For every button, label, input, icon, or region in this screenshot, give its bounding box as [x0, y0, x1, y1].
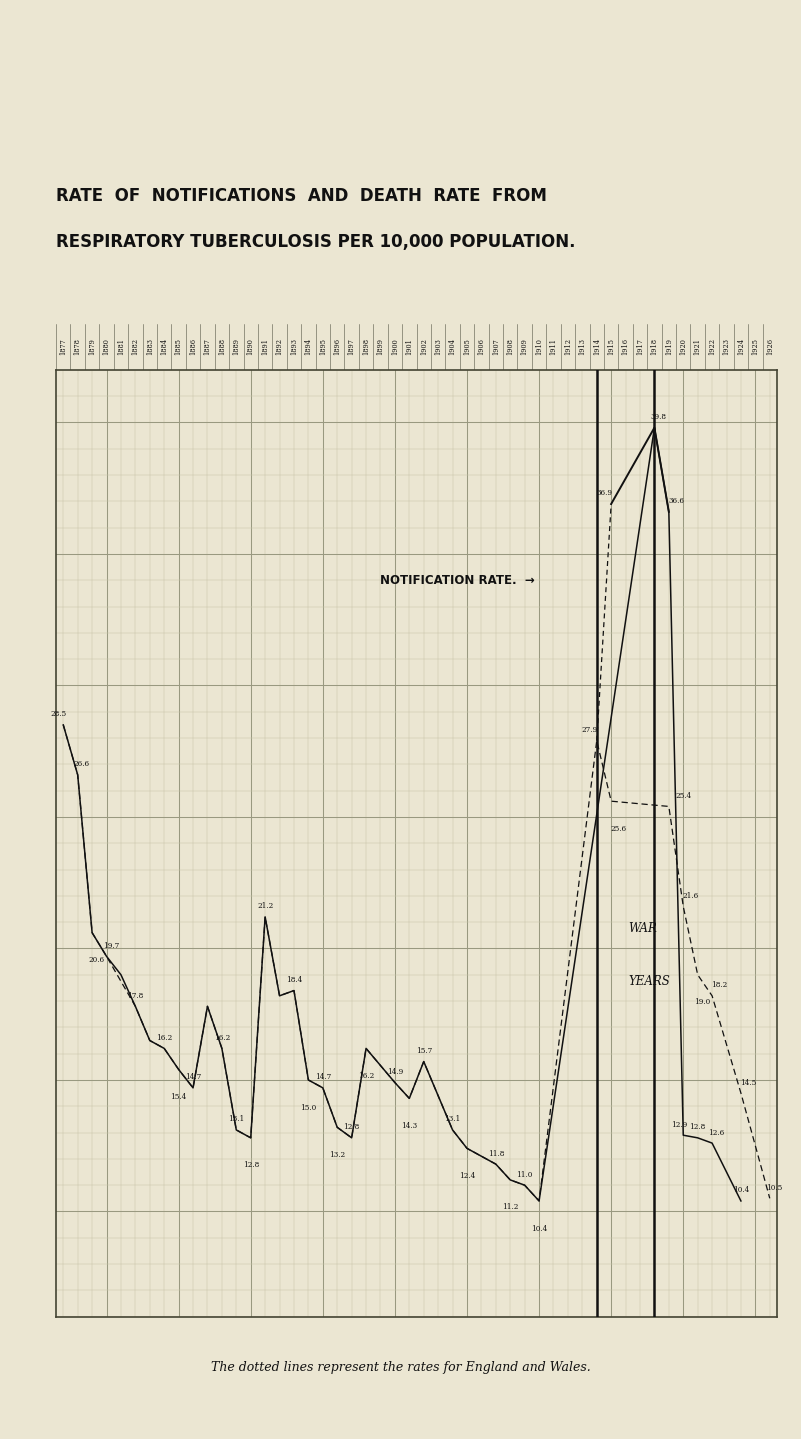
- Text: 27.9: 27.9: [582, 727, 598, 734]
- Text: 14.7: 14.7: [315, 1073, 331, 1081]
- Text: 12.8: 12.8: [690, 1124, 706, 1131]
- Text: 25.6: 25.6: [610, 825, 626, 833]
- Text: 1912: 1912: [564, 338, 572, 355]
- Text: 14.5: 14.5: [740, 1079, 756, 1086]
- Text: 16.2: 16.2: [214, 1033, 230, 1042]
- Text: 12.4: 12.4: [459, 1171, 475, 1180]
- Text: 16.2: 16.2: [358, 1072, 374, 1079]
- Text: WAR: WAR: [629, 922, 658, 935]
- Text: 1916: 1916: [622, 338, 630, 355]
- Text: 1900: 1900: [391, 338, 399, 355]
- Text: 28.5: 28.5: [51, 711, 67, 718]
- Text: 1892: 1892: [276, 338, 284, 355]
- Text: 20.6: 20.6: [88, 957, 104, 964]
- Text: 1886: 1886: [189, 338, 197, 355]
- Text: 10.4: 10.4: [531, 1225, 547, 1233]
- Text: 1883: 1883: [146, 338, 154, 355]
- Text: 1878: 1878: [74, 338, 82, 355]
- Text: 1877: 1877: [59, 338, 67, 355]
- Text: 18.4: 18.4: [286, 976, 302, 984]
- Text: The dotted lines represent the rates for England and Wales.: The dotted lines represent the rates for…: [211, 1361, 590, 1374]
- Text: 1908: 1908: [506, 338, 514, 355]
- Text: 21.2: 21.2: [257, 902, 273, 911]
- Text: 14.9: 14.9: [387, 1068, 403, 1076]
- Text: 19.7: 19.7: [103, 941, 119, 950]
- Text: 18.2: 18.2: [711, 981, 727, 989]
- Text: 1888: 1888: [218, 338, 226, 355]
- Text: 25.4: 25.4: [675, 791, 691, 800]
- Text: 13.2: 13.2: [329, 1151, 345, 1158]
- Text: YEARS: YEARS: [629, 974, 670, 987]
- Text: 1906: 1906: [477, 338, 485, 355]
- Text: 1920: 1920: [679, 338, 687, 355]
- Text: 1895: 1895: [319, 338, 327, 355]
- Text: 1889: 1889: [232, 338, 240, 355]
- Text: 1897: 1897: [348, 338, 356, 355]
- Text: 17.8: 17.8: [127, 991, 143, 1000]
- Text: 1913: 1913: [578, 338, 586, 355]
- Text: 1880: 1880: [103, 338, 111, 355]
- Text: 10.4: 10.4: [733, 1186, 749, 1194]
- Text: 26.6: 26.6: [74, 760, 90, 768]
- Text: 1926: 1926: [766, 338, 774, 355]
- Text: 1887: 1887: [203, 338, 211, 355]
- Text: 1899: 1899: [376, 338, 384, 355]
- Text: 12.9: 12.9: [670, 1121, 687, 1128]
- Text: 21.6: 21.6: [682, 892, 698, 899]
- Text: 1925: 1925: [751, 338, 759, 355]
- Text: 1911: 1911: [549, 338, 557, 355]
- Text: 13.1: 13.1: [228, 1115, 244, 1124]
- Text: 1909: 1909: [521, 338, 529, 355]
- Text: 1910: 1910: [535, 338, 543, 355]
- Text: 1902: 1902: [420, 338, 428, 355]
- Text: 1914: 1914: [593, 338, 601, 355]
- Text: 11.0: 11.0: [517, 1170, 533, 1179]
- Text: 1893: 1893: [290, 338, 298, 355]
- Text: 16.2: 16.2: [156, 1033, 172, 1042]
- Text: 1885: 1885: [175, 338, 183, 355]
- Text: 19.0: 19.0: [694, 999, 710, 1006]
- Text: 11.8: 11.8: [488, 1150, 504, 1157]
- Text: 1917: 1917: [636, 338, 644, 355]
- Text: 1901: 1901: [405, 338, 413, 355]
- Text: 15.4: 15.4: [171, 1094, 187, 1101]
- Text: NOTIFICATION RATE.  →: NOTIFICATION RATE. →: [380, 574, 535, 587]
- Text: 1890: 1890: [247, 338, 255, 355]
- Text: RESPIRATORY TUBERCULOSIS PER 10,000 POPULATION.: RESPIRATORY TUBERCULOSIS PER 10,000 POPU…: [56, 233, 576, 252]
- Text: 1907: 1907: [492, 338, 500, 355]
- Text: 15.7: 15.7: [416, 1048, 432, 1055]
- Text: RATE  OF  NOTIFICATIONS  AND  DEATH  RATE  FROM: RATE OF NOTIFICATIONS AND DEATH RATE FRO…: [56, 187, 547, 206]
- Text: 10.5: 10.5: [766, 1184, 783, 1191]
- Text: 1882: 1882: [131, 338, 139, 355]
- Text: 1891: 1891: [261, 338, 269, 355]
- Text: 1922: 1922: [708, 338, 716, 355]
- Text: 1896: 1896: [333, 338, 341, 355]
- Text: 1881: 1881: [117, 338, 125, 355]
- Text: 1921: 1921: [694, 338, 702, 355]
- Text: 14.7: 14.7: [185, 1073, 201, 1081]
- Text: 1919: 1919: [665, 338, 673, 355]
- Text: 1894: 1894: [304, 338, 312, 355]
- Text: 36.6: 36.6: [668, 498, 684, 505]
- Text: 12.8: 12.8: [243, 1161, 259, 1170]
- Text: 14.3: 14.3: [401, 1122, 417, 1130]
- Text: 1898: 1898: [362, 338, 370, 355]
- Text: 39.8: 39.8: [650, 413, 666, 422]
- Text: 1915: 1915: [607, 338, 615, 355]
- Text: 1905: 1905: [463, 338, 471, 355]
- Text: 13.1: 13.1: [445, 1115, 461, 1124]
- Text: 12.8: 12.8: [344, 1124, 360, 1131]
- Text: 1884: 1884: [160, 338, 168, 355]
- Text: 1918: 1918: [650, 338, 658, 355]
- Text: 12.6: 12.6: [708, 1128, 725, 1137]
- Text: 1903: 1903: [434, 338, 442, 355]
- Text: 1924: 1924: [737, 338, 745, 355]
- Text: 1904: 1904: [449, 338, 457, 355]
- Text: 36.9: 36.9: [596, 489, 612, 498]
- Text: 15.0: 15.0: [300, 1104, 316, 1111]
- Text: 1879: 1879: [88, 338, 96, 355]
- Text: 11.2: 11.2: [502, 1203, 518, 1212]
- Text: 1923: 1923: [723, 338, 731, 355]
